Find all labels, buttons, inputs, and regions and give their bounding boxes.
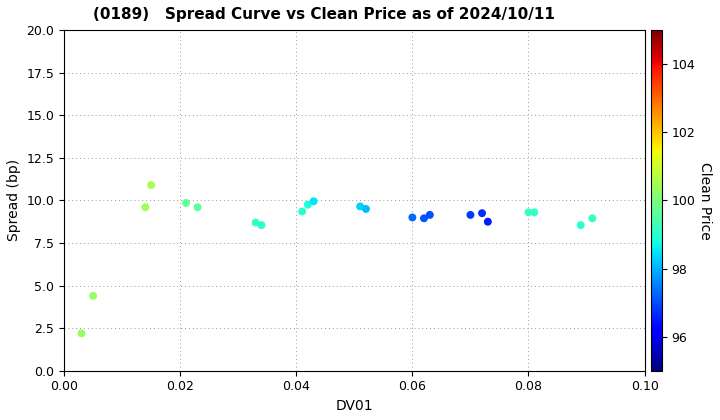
Point (464, 212, 476, 218)
Point (87, 292, 99, 299)
Point (528, 209, 540, 216)
Y-axis label: Spread (bp): Spread (bp) (7, 159, 21, 242)
Point (76, 330, 87, 337)
Point (476, 210, 487, 217)
Point (575, 222, 587, 228)
Point (145, 182, 157, 189)
Point (587, 215, 598, 222)
Point (192, 204, 203, 210)
Point (297, 208, 308, 215)
Point (354, 203, 366, 210)
Point (250, 219, 261, 226)
Point (140, 204, 151, 210)
Point (482, 218, 494, 225)
Point (360, 205, 372, 212)
Point (418, 215, 430, 222)
X-axis label: DV01: DV01 (336, 399, 373, 413)
Point (180, 200, 192, 206)
Point (424, 212, 436, 218)
Point (256, 222, 267, 228)
Y-axis label: Clean Price: Clean Price (698, 162, 712, 239)
Point (407, 214, 418, 221)
Point (302, 201, 314, 208)
Point (523, 209, 534, 216)
Text: (0189)   Spread Curve vs Clean Price as of 2024/10/11: (0189) Spread Curve vs Clean Price as of… (93, 7, 555, 22)
Point (308, 198, 320, 205)
